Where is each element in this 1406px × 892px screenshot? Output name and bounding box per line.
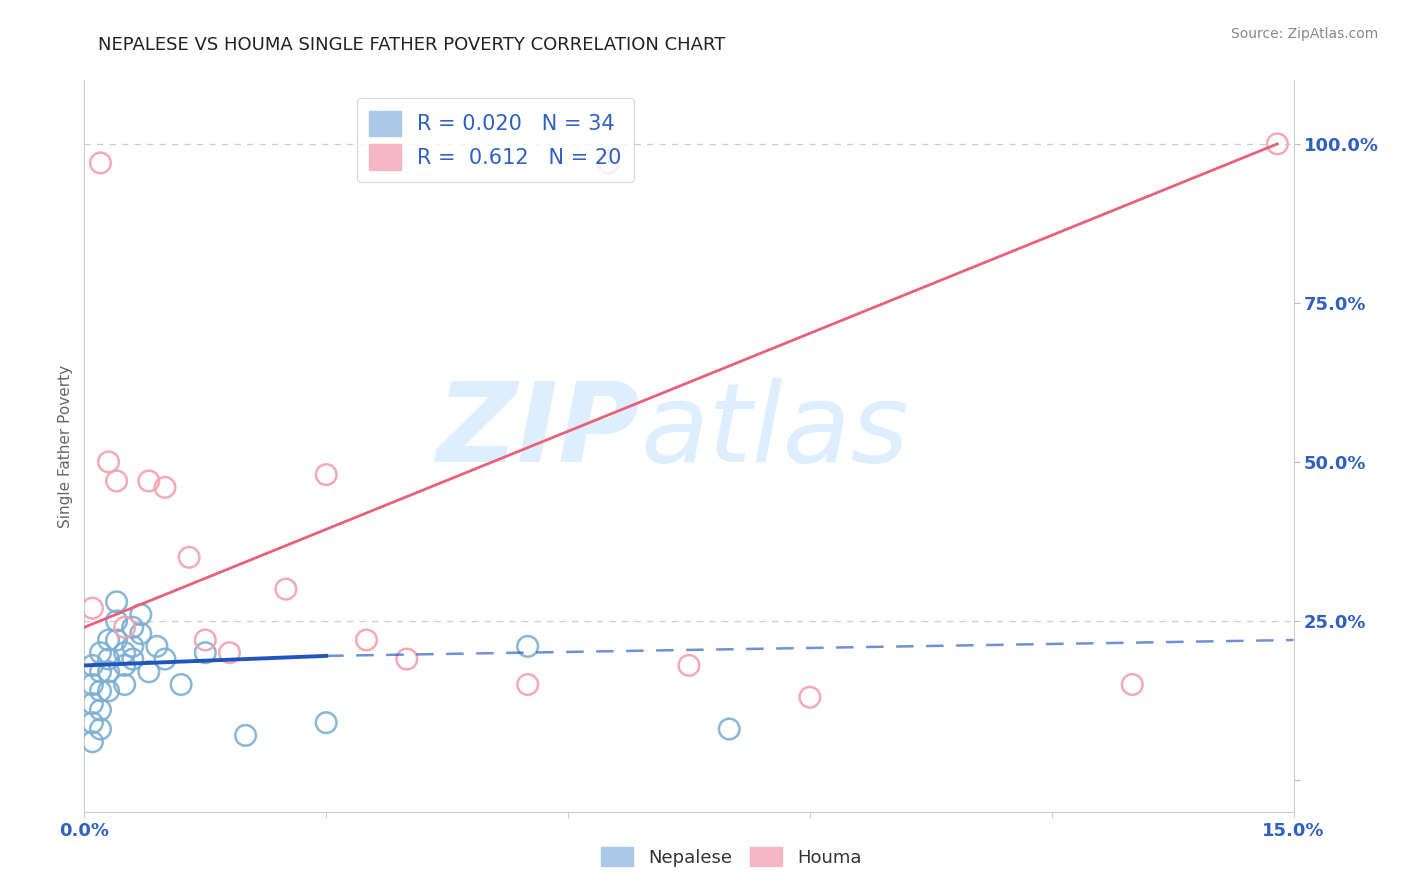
Point bbox=[194, 632, 217, 647]
Point bbox=[678, 658, 700, 673]
Point bbox=[97, 455, 120, 469]
Point bbox=[121, 620, 143, 634]
Point bbox=[114, 658, 136, 673]
Point bbox=[105, 614, 128, 628]
Point bbox=[89, 646, 111, 660]
Point bbox=[179, 550, 201, 565]
Point bbox=[82, 658, 104, 673]
Point bbox=[129, 607, 152, 622]
Point bbox=[153, 652, 176, 666]
Point bbox=[146, 640, 169, 654]
Point bbox=[598, 156, 620, 170]
Legend: Nepalese, Houma: Nepalese, Houma bbox=[593, 840, 869, 874]
Point bbox=[315, 467, 337, 482]
Point bbox=[82, 677, 104, 691]
Text: Source: ZipAtlas.com: Source: ZipAtlas.com bbox=[1230, 27, 1378, 41]
Point bbox=[89, 156, 111, 170]
Point bbox=[1267, 136, 1289, 151]
Point bbox=[1121, 677, 1143, 691]
Point bbox=[356, 632, 378, 647]
Point bbox=[82, 601, 104, 615]
Legend: R = 0.020   N = 34, R =  0.612   N = 20: R = 0.020 N = 34, R = 0.612 N = 20 bbox=[357, 98, 634, 182]
Point bbox=[89, 703, 111, 717]
Point bbox=[153, 480, 176, 494]
Point bbox=[89, 684, 111, 698]
Y-axis label: Single Father Poverty: Single Father Poverty bbox=[58, 365, 73, 527]
Point bbox=[274, 582, 297, 596]
Point bbox=[97, 684, 120, 698]
Text: NEPALESE VS HOUMA SINGLE FATHER POVERTY CORRELATION CHART: NEPALESE VS HOUMA SINGLE FATHER POVERTY … bbox=[98, 36, 725, 54]
Point bbox=[105, 632, 128, 647]
Point bbox=[97, 632, 120, 647]
Point bbox=[718, 722, 741, 736]
Point bbox=[82, 697, 104, 711]
Point bbox=[138, 474, 160, 488]
Point bbox=[516, 677, 538, 691]
Point bbox=[194, 646, 217, 660]
Point bbox=[97, 652, 120, 666]
Point bbox=[170, 677, 193, 691]
Point bbox=[315, 715, 337, 730]
Point bbox=[395, 652, 418, 666]
Text: ZIP: ZIP bbox=[437, 378, 641, 485]
Point bbox=[97, 665, 120, 679]
Text: atlas: atlas bbox=[641, 378, 910, 485]
Point bbox=[89, 722, 111, 736]
Point bbox=[105, 595, 128, 609]
Point bbox=[799, 690, 821, 705]
Point bbox=[114, 677, 136, 691]
Point bbox=[121, 652, 143, 666]
Point bbox=[114, 620, 136, 634]
Point bbox=[105, 474, 128, 488]
Point bbox=[82, 715, 104, 730]
Point bbox=[235, 728, 257, 742]
Point bbox=[218, 646, 240, 660]
Point bbox=[82, 735, 104, 749]
Point bbox=[516, 640, 538, 654]
Point bbox=[114, 646, 136, 660]
Point bbox=[138, 665, 160, 679]
Point bbox=[129, 626, 152, 640]
Point bbox=[89, 665, 111, 679]
Point bbox=[121, 640, 143, 654]
